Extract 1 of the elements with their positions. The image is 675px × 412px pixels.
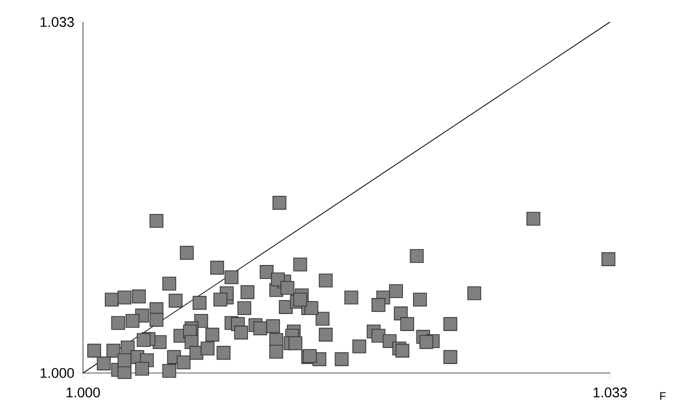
x-axis-title: F: [660, 392, 666, 400]
